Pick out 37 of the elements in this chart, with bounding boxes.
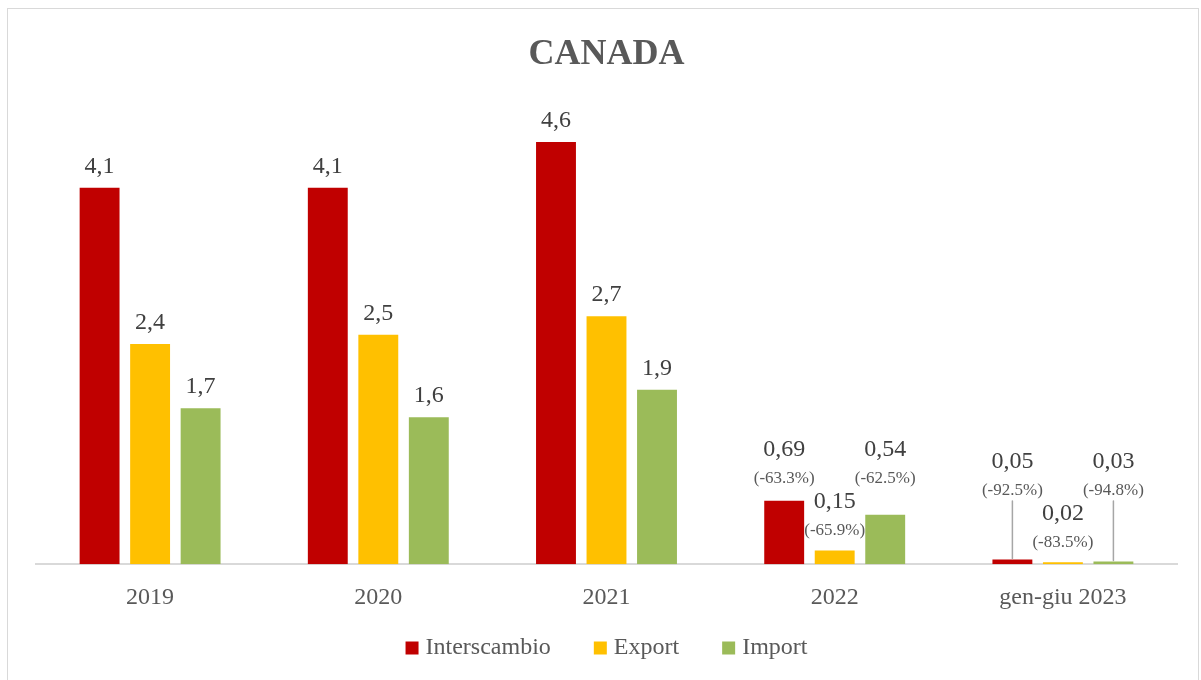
data-label: 1,9 bbox=[642, 353, 673, 380]
data-label: 0,03 (-94.8%) bbox=[1082, 447, 1144, 500]
bar bbox=[307, 187, 348, 565]
x-tick-label: 2019 bbox=[126, 582, 175, 609]
data-label: 1,7 bbox=[185, 372, 216, 399]
data-label: 2,4 bbox=[135, 307, 166, 334]
bar bbox=[814, 550, 855, 565]
bar bbox=[586, 316, 627, 565]
data-label: 2,7 bbox=[591, 280, 622, 307]
data-label: 0,69 (-63.3%) bbox=[753, 435, 815, 488]
data-label: 0,02 (-83.5%) bbox=[1032, 499, 1094, 552]
data-label: 2,5 bbox=[363, 298, 394, 325]
data-label: 0,05 (-92.5%) bbox=[981, 447, 1043, 500]
legend-label: Export bbox=[613, 633, 680, 660]
bar bbox=[1093, 561, 1134, 565]
legend-label: Import bbox=[742, 633, 808, 660]
x-tick-label: 2022 bbox=[810, 582, 859, 609]
bar bbox=[180, 408, 221, 565]
chart-title: CANADA bbox=[528, 31, 685, 72]
bar bbox=[79, 187, 120, 565]
data-label: 0,54 (-62.5%) bbox=[854, 435, 916, 488]
data-label: 4,1 bbox=[312, 151, 343, 178]
bar bbox=[130, 343, 171, 565]
x-tick-label: 2021 bbox=[582, 582, 631, 609]
legend-label: Interscambio bbox=[425, 633, 551, 660]
bar bbox=[358, 334, 399, 565]
bar bbox=[764, 500, 805, 565]
data-label: 0,15 (-65.9%) bbox=[804, 487, 866, 540]
bar bbox=[637, 389, 677, 565]
x-tick-label: 2020 bbox=[354, 582, 403, 609]
data-label: 4,1 bbox=[84, 151, 115, 178]
data-label: 1,6 bbox=[413, 381, 444, 408]
bar bbox=[865, 514, 906, 565]
bar bbox=[408, 417, 449, 565]
bar bbox=[536, 141, 576, 565]
data-label: 4,6 bbox=[540, 105, 571, 132]
x-tick-label: gen-giu 2023 bbox=[999, 582, 1127, 609]
